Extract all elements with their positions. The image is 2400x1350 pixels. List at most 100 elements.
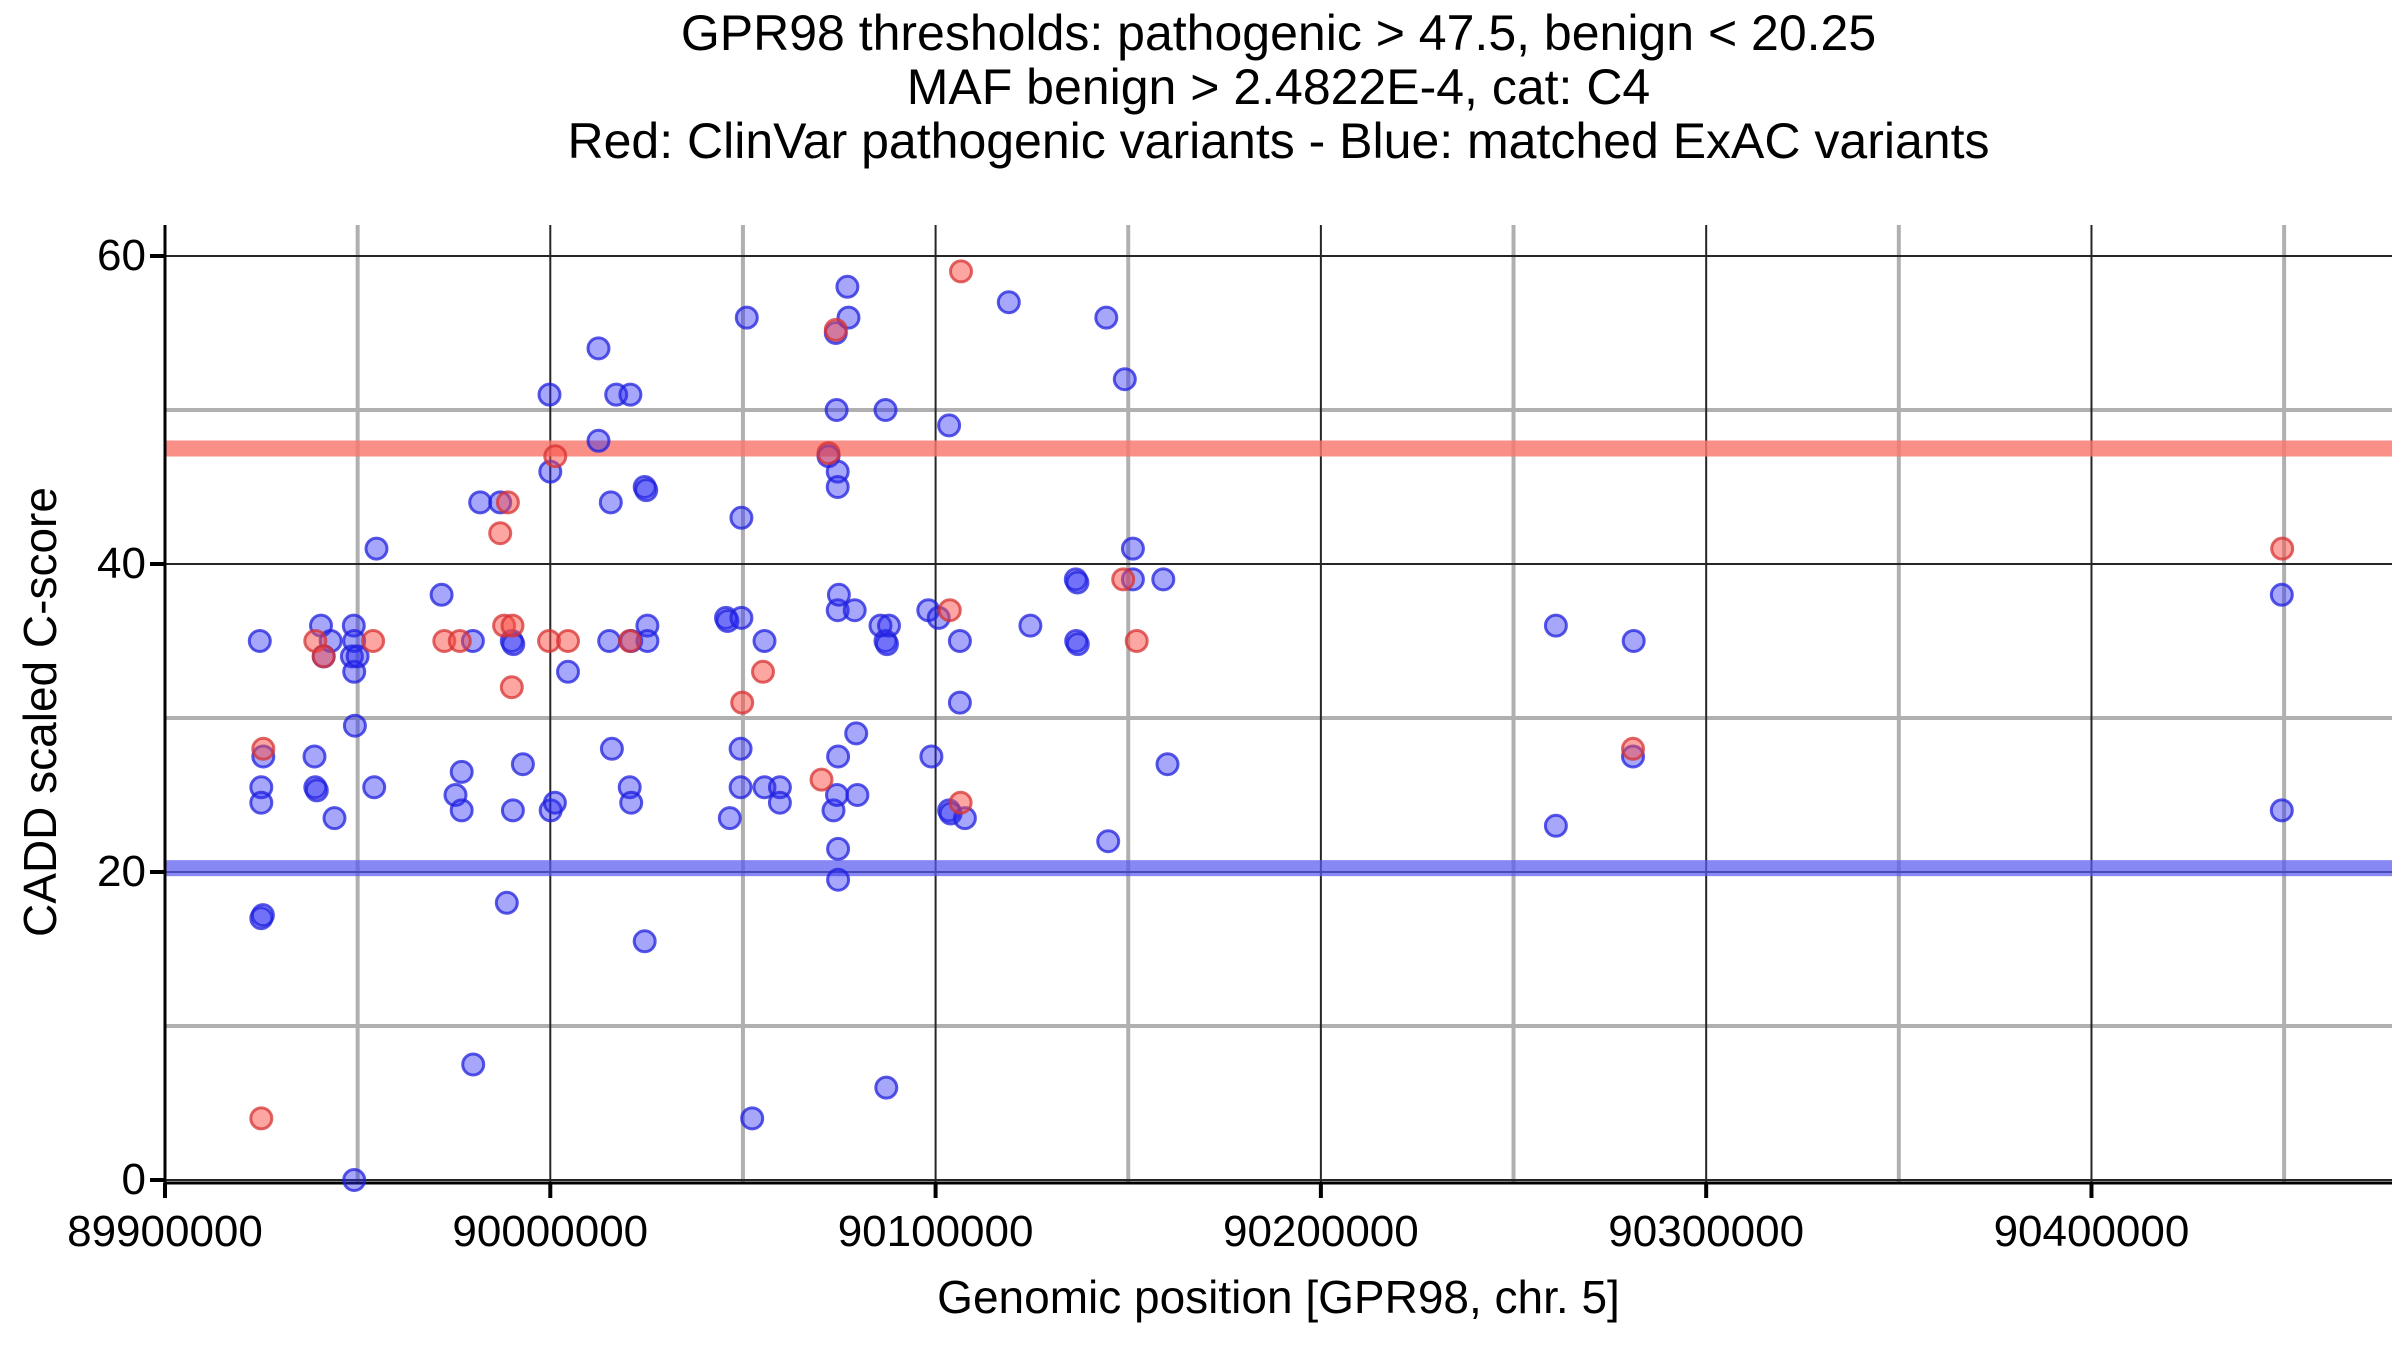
x-tick-label: 90000000 bbox=[452, 1207, 649, 1256]
exac-matched-point bbox=[618, 382, 643, 407]
exac-matched-point bbox=[728, 736, 753, 761]
exac-matched-point bbox=[247, 629, 272, 653]
exac-matched-point bbox=[877, 613, 901, 638]
x-tick-label: 90100000 bbox=[837, 1207, 1034, 1256]
exac-matched-point bbox=[826, 867, 851, 892]
exac-matched-point bbox=[250, 903, 275, 928]
x-tick-label: 89900000 bbox=[67, 1207, 263, 1256]
exac-matched-point bbox=[1543, 613, 1568, 638]
y-tick-label: 0 bbox=[121, 1155, 146, 1204]
x-tick-label: 90300000 bbox=[1608, 1207, 1805, 1256]
exac-matched-point bbox=[824, 398, 849, 422]
clinvar-pathogenic-point bbox=[543, 444, 568, 469]
x-axis-label: Genomic position [GPR98, chr. 5] bbox=[937, 1271, 1620, 1323]
clinvar-pathogenic-point bbox=[251, 736, 276, 761]
exac-matched-point bbox=[461, 1052, 486, 1077]
exac-matched-point bbox=[842, 598, 867, 623]
exac-matched-point bbox=[556, 659, 580, 684]
exac-matched-point bbox=[937, 413, 962, 438]
exac-matched-point bbox=[996, 290, 1021, 315]
clinvar-pathogenic-point bbox=[495, 490, 520, 515]
exac-matched-point bbox=[619, 790, 644, 815]
exac-matched-point bbox=[1065, 632, 1090, 657]
exac-matched-point bbox=[304, 778, 329, 803]
exac-matched-point bbox=[586, 336, 611, 361]
clinvar-pathogenic-point bbox=[499, 675, 524, 700]
benign-threshold-band bbox=[165, 860, 2392, 877]
exac-matched-point bbox=[362, 775, 387, 800]
y-tick-label: 60 bbox=[97, 231, 146, 280]
clinvar-pathogenic-point bbox=[948, 790, 973, 815]
exac-matched-point bbox=[599, 736, 624, 761]
y-tick-label: 20 bbox=[97, 847, 146, 896]
exac-matched-point bbox=[364, 536, 389, 561]
clinvar-pathogenic-point bbox=[949, 259, 973, 284]
exac-matched-point bbox=[826, 836, 851, 861]
clinvar-pathogenic-point bbox=[730, 690, 755, 715]
title-line-3: Red: ClinVar pathogenic variants - Blue:… bbox=[567, 113, 1990, 169]
clinvar-pathogenic-point bbox=[618, 629, 642, 653]
exac-matched-point bbox=[717, 806, 742, 831]
exac-matched-point bbox=[715, 609, 740, 633]
exac-matched-point bbox=[494, 890, 519, 915]
exac-matched-point bbox=[729, 505, 754, 530]
exac-matched-point bbox=[322, 806, 347, 831]
pathogenic-threshold-band bbox=[165, 440, 2392, 457]
clinvar-pathogenic-point bbox=[1111, 567, 1136, 592]
clinvar-pathogenic-point bbox=[447, 629, 472, 653]
exac-matched-point bbox=[1018, 613, 1043, 638]
exac-matched-point bbox=[728, 775, 753, 800]
title-line-2: MAF benign > 2.4822E-4, cat: C4 bbox=[906, 59, 1651, 115]
exac-matched-point bbox=[429, 582, 454, 607]
exac-matched-point bbox=[1621, 629, 1646, 653]
clinvar-pathogenic-point bbox=[311, 644, 336, 669]
exac-matched-point bbox=[537, 382, 562, 407]
clinvar-pathogenic-point bbox=[361, 629, 386, 653]
exac-matched-point bbox=[1151, 567, 1176, 592]
exac-matched-point bbox=[826, 582, 851, 607]
exac-matched-point bbox=[449, 798, 474, 823]
exac-matched-point bbox=[947, 629, 972, 653]
exac-matched-point bbox=[919, 744, 944, 769]
exac-matched-point bbox=[845, 783, 870, 807]
exac-matched-point bbox=[302, 744, 327, 769]
clinvar-pathogenic-point bbox=[1621, 736, 1645, 761]
clinvar-pathogenic-point bbox=[249, 1106, 274, 1131]
x-tick-label: 90200000 bbox=[1222, 1207, 1419, 1256]
exac-matched-point bbox=[542, 790, 567, 815]
clinvar-pathogenic-point bbox=[823, 317, 848, 342]
chart-title: GPR98 thresholds: pathogenic > 47.5, ben… bbox=[165, 6, 2392, 168]
exac-matched-point bbox=[449, 759, 474, 784]
exac-matched-point bbox=[825, 475, 850, 499]
exac-matched-point bbox=[510, 752, 535, 777]
clinvar-pathogenic-point bbox=[488, 521, 513, 546]
exac-matched-point bbox=[345, 644, 370, 669]
clinvar-pathogenic-point bbox=[816, 441, 841, 466]
exac-matched-point bbox=[597, 629, 622, 653]
exac-matched-point bbox=[874, 1075, 899, 1100]
exac-matched-point bbox=[500, 798, 525, 823]
exac-matched-point bbox=[1112, 367, 1137, 392]
exac-matched-point bbox=[598, 490, 623, 515]
exac-matched-point bbox=[249, 790, 274, 815]
exac-matched-point bbox=[1543, 813, 1568, 838]
exac-matched-point bbox=[740, 1106, 765, 1131]
clinvar-pathogenic-point bbox=[500, 613, 525, 638]
clinvar-pathogenic-point bbox=[556, 629, 580, 653]
exac-matched-point bbox=[826, 744, 851, 769]
exac-matched-point bbox=[729, 605, 754, 630]
exac-matched-point bbox=[342, 1168, 367, 1192]
title-line-1: GPR98 thresholds: pathogenic > 47.5, ben… bbox=[680, 5, 1877, 61]
exac-matched-point bbox=[586, 428, 611, 453]
exac-matched-point bbox=[767, 790, 792, 815]
exac-matched-point bbox=[734, 305, 759, 330]
exac-matched-point bbox=[2269, 798, 2294, 823]
exac-matched-point bbox=[1096, 829, 1121, 854]
clinvar-pathogenic-point bbox=[809, 767, 834, 792]
exac-matched-point bbox=[875, 632, 899, 657]
exac-matched-point bbox=[2269, 582, 2294, 607]
exac-matched-point bbox=[835, 274, 860, 299]
clinvar-pathogenic-point bbox=[751, 659, 775, 684]
exac-matched-point bbox=[1094, 305, 1119, 330]
